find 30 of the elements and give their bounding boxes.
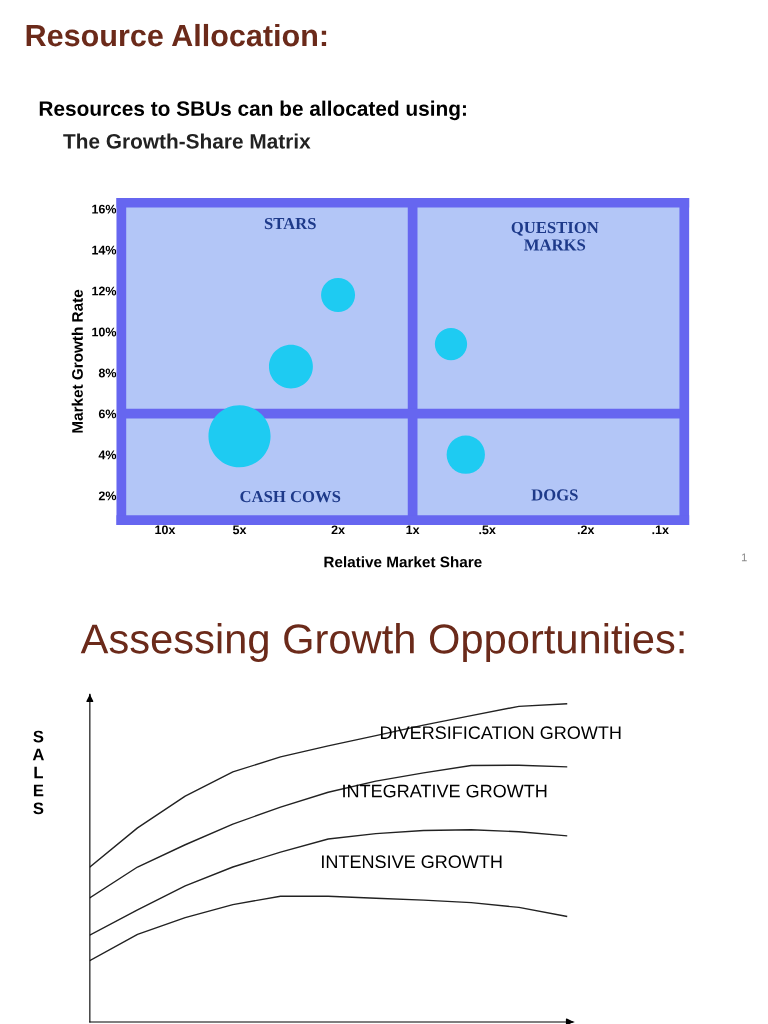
y-tick-label: 14% <box>92 245 117 255</box>
annotation: INTEGRATIVE GROWTH <box>343 784 547 798</box>
x-tick-label: .2x <box>577 525 595 535</box>
x-tick-label: 1x <box>406 525 420 535</box>
y-axis-title: Market Growth Rate <box>71 289 83 433</box>
annotation: STARS <box>264 217 316 230</box>
annotation: INTENSIVE GROWTH <box>322 855 502 869</box>
x-axis-title: Relative Market Share <box>324 556 482 568</box>
y-axis-title: SALES <box>32 730 44 815</box>
chart-title: Resource Allocation: <box>26 23 327 47</box>
chart-subtitle: Resources to SBUs can be allocated using: <box>39 100 466 121</box>
y-tick-label: 2% <box>98 491 117 501</box>
annotation: QUESTION MARKS <box>511 221 599 251</box>
y-tick-label: 16% <box>92 204 117 214</box>
chart-title: Assessing Growth Opportunities: <box>80 623 684 662</box>
y-tick-label: 4% <box>98 450 117 460</box>
annotation: DIVERSIFICATION GROWTH <box>381 726 621 740</box>
x-tick-label: .1x <box>652 525 669 535</box>
text: The Growth-Share Matrix <box>63 133 311 149</box>
x-tick-label: 5x <box>232 525 247 535</box>
annotation: CASH COWS <box>240 490 341 503</box>
annotation: DOGS <box>531 489 578 501</box>
x-tick-label: 10x <box>155 525 176 535</box>
y-tick-label: 6% <box>98 409 117 419</box>
x-tick-label: 2x <box>331 525 345 535</box>
text: 1 <box>741 553 747 562</box>
x-tick-label: .5x <box>479 525 496 535</box>
y-tick-label: 8% <box>98 368 117 378</box>
y-tick-label: 10% <box>92 327 117 337</box>
y-tick-label: 12% <box>92 286 117 296</box>
